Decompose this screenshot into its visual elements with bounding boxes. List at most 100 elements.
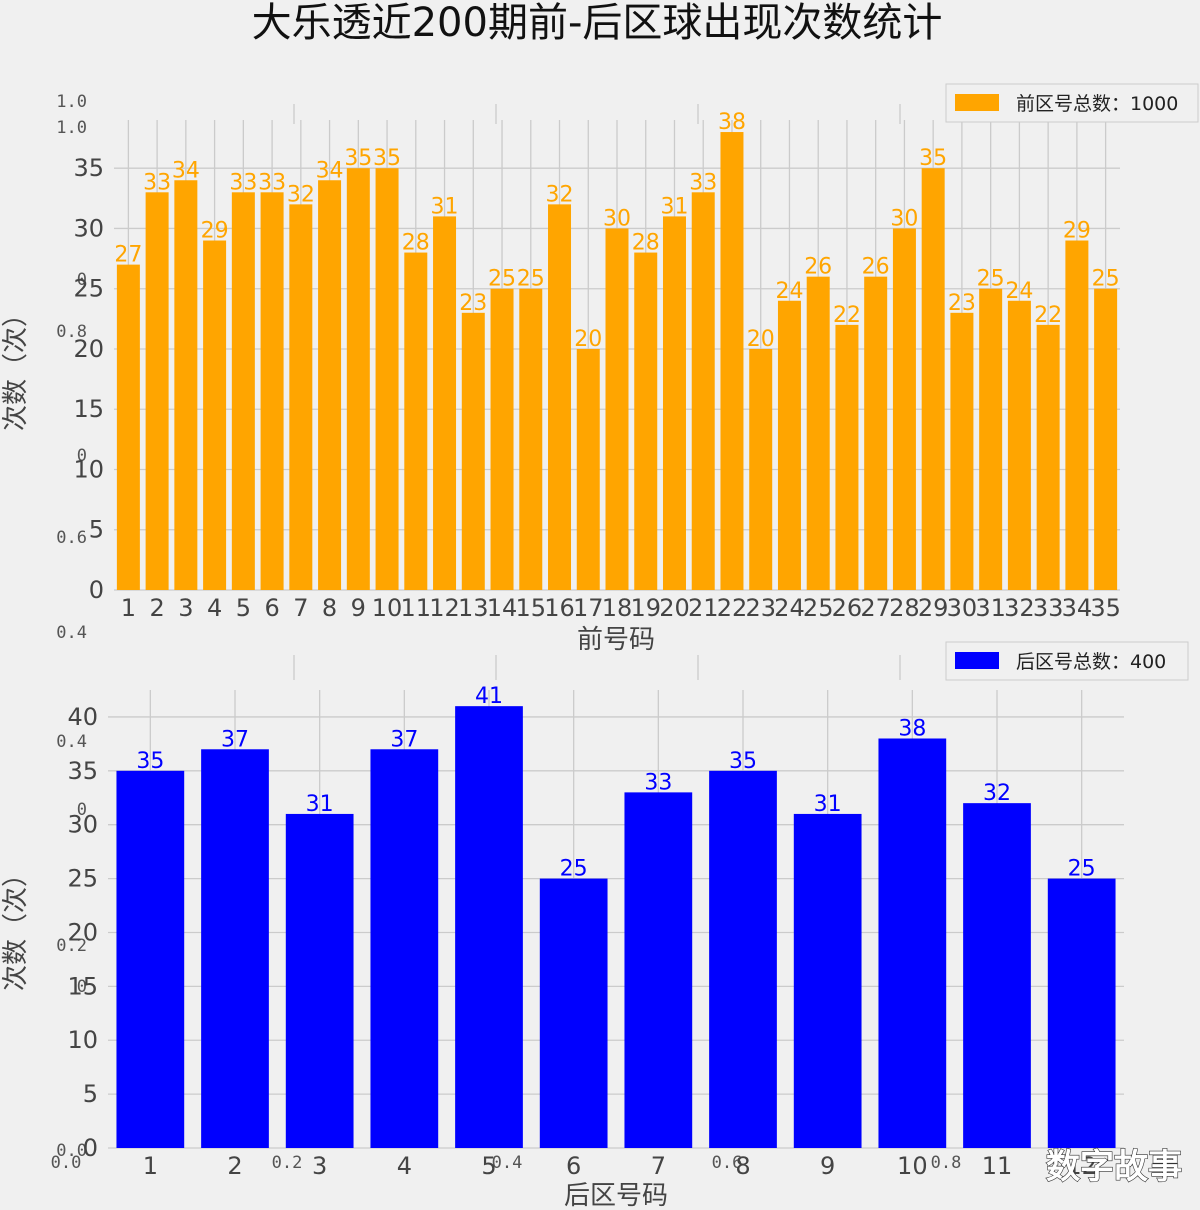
bar <box>1047 878 1116 1148</box>
x-tick-label: 13 <box>458 594 489 622</box>
x-tick-label: 3 <box>178 594 193 622</box>
bar <box>201 749 269 1148</box>
bar <box>260 192 284 591</box>
bar-value-label: 31 <box>306 792 334 817</box>
y-tick-label: 25 <box>67 865 98 893</box>
front-legend-swatch <box>955 94 999 111</box>
x-tick-label: 6 <box>264 594 279 622</box>
bar <box>370 749 439 1148</box>
x-tick-label: 26 <box>832 594 863 622</box>
y-tick-label: 30 <box>67 811 98 839</box>
x-tick-label: 10 <box>897 1152 928 1180</box>
bar-value-label: 33 <box>689 170 717 195</box>
x-tick-label: 33 <box>1033 594 1064 622</box>
x-tick-label: 9 <box>820 1152 835 1180</box>
bar-value-label: 26 <box>862 255 890 280</box>
bar <box>318 180 342 590</box>
front-bars <box>116 132 1118 591</box>
bar <box>461 312 485 590</box>
x-tick-label: 11 <box>982 1152 1013 1180</box>
back-y-axis-label: 次数（次） <box>1 861 31 991</box>
bar <box>963 803 1031 1148</box>
bar <box>203 240 227 590</box>
y-tick-label: 40 <box>67 703 98 731</box>
x-tick-label: 12 <box>429 594 460 622</box>
bar <box>490 288 514 590</box>
back-legend-label: 后区号总数：400 <box>1016 651 1166 673</box>
bar-value-label: 24 <box>1005 279 1033 304</box>
bar-value-label: 33 <box>644 770 672 795</box>
y-tick-label: 10 <box>67 1026 98 1054</box>
bar-value-label: 20 <box>747 327 775 352</box>
bar-value-label: 25 <box>1092 267 1120 292</box>
bar <box>116 770 185 1148</box>
bar-value-label: 28 <box>632 231 660 256</box>
x-tick-label: 14 <box>487 594 518 622</box>
x-tick-label: 18 <box>602 594 633 622</box>
bar <box>1036 324 1060 590</box>
bar-value-label: 30 <box>603 206 631 231</box>
bar <box>691 192 715 591</box>
bar <box>777 300 801 590</box>
bar-value-label: 31 <box>431 194 459 219</box>
x-tick-label: 7 <box>293 594 308 622</box>
bar-value-label: 34 <box>172 158 200 183</box>
bar-value-label: 35 <box>373 146 401 171</box>
bar <box>634 252 658 591</box>
overlay-y-tick: 0.4 <box>56 732 87 752</box>
bar <box>1065 240 1089 590</box>
overlay-x-tick: 0.0 <box>51 1153 82 1173</box>
back-y-ticks: 0 5 10 15 20 25 30 35 40 <box>67 703 98 1162</box>
y-tick-label: 30 <box>73 214 104 242</box>
front-x-axis-label: 前号码 <box>577 625 655 655</box>
bar-value-label: 37 <box>221 727 249 752</box>
bar <box>404 252 428 591</box>
y-tick-label: 20 <box>73 335 104 363</box>
bar <box>720 132 744 591</box>
x-tick-label: 30 <box>947 594 978 622</box>
bar <box>548 204 572 590</box>
bar-value-label: 20 <box>574 327 602 352</box>
x-tick-label: 23 <box>745 594 776 622</box>
watermark: 数字故事 <box>1046 1147 1182 1187</box>
bar <box>749 348 773 590</box>
overlay-y-tick: 0.6 <box>56 528 87 548</box>
overlay-x-tick: 0.8 <box>931 1153 962 1173</box>
back-x-axis-label: 后区号码 <box>564 1181 668 1210</box>
y-tick-label: 0 <box>83 1134 98 1162</box>
bar <box>921 168 945 590</box>
bar <box>145 192 169 591</box>
bar-value-label: 22 <box>833 303 861 328</box>
overlay-y-tick: 0 <box>77 446 87 466</box>
back-bars <box>116 706 1116 1148</box>
bar-value-label: 31 <box>660 194 688 219</box>
x-tick-label: 6 <box>566 1152 581 1180</box>
bar-value-label: 33 <box>143 170 171 195</box>
y-tick-label: 5 <box>83 1080 98 1108</box>
x-tick-label: 22 <box>717 594 748 622</box>
bar-value-label: 38 <box>898 716 926 741</box>
bar <box>346 168 370 590</box>
overlay-y-tick: 0.4 <box>56 623 87 643</box>
y-tick-label: 10 <box>73 455 104 483</box>
bar <box>950 312 974 590</box>
bar <box>709 770 777 1148</box>
y-tick-label: 5 <box>89 516 104 544</box>
bar-value-label: 24 <box>775 279 803 304</box>
bar-value-label: 26 <box>804 255 832 280</box>
x-tick-label: 2 <box>149 594 164 622</box>
back-legend-swatch <box>955 652 999 669</box>
bar <box>231 192 255 591</box>
x-tick-label: 28 <box>889 594 920 622</box>
bar <box>116 264 140 590</box>
chart-title: 大乐透近200期前-后区球出现次数统计 <box>252 0 943 46</box>
bar-value-label: 37 <box>390 727 418 752</box>
x-tick-label: 11 <box>401 594 432 622</box>
x-tick-label: 4 <box>397 1152 412 1180</box>
y-tick-label: 35 <box>73 154 104 182</box>
x-tick-label: 31 <box>975 594 1006 622</box>
bar <box>289 204 313 590</box>
bar-value-label: 35 <box>919 146 947 171</box>
overlay-y-tick: 0.8 <box>56 322 87 342</box>
overlay-y-tick: 0.0 <box>56 1141 87 1161</box>
